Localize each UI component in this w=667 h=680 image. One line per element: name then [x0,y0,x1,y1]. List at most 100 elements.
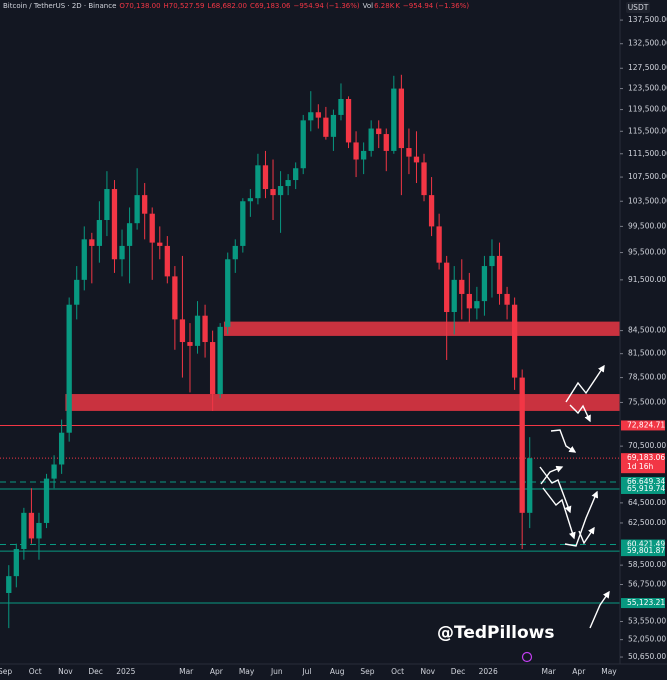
price-tag [621,539,665,550]
candle-body [247,198,254,202]
arrow [542,487,576,540]
candle-body [308,112,314,121]
zone [65,394,620,411]
candle-body [119,245,125,260]
y-tick-label: 84,500.00 [628,326,666,335]
price-tag-label: 69,183.06 [627,453,665,462]
candle-body [96,220,103,246]
price-tag-label: 60,421.49 [627,540,665,549]
price-tag [621,476,665,487]
candle-body [194,315,201,346]
currency-box[interactable] [626,2,650,13]
x-tick-label: Apr [210,667,224,676]
y-tick-label: 111,500.00 [628,149,667,158]
candle-body [51,464,57,479]
candle-body [134,195,140,224]
y-tick-label: 58,500.00 [628,560,666,569]
candle-body [172,276,178,320]
arrow [578,526,595,545]
candle-body [126,223,133,246]
candle-body [330,114,337,137]
arrow [565,364,605,403]
arrow [589,590,610,629]
arrow [540,465,564,485]
candle-body [285,180,291,187]
candle-body [391,88,397,151]
price-tag-label: 55,123.21 [627,598,665,607]
x-tick-label: Jul [301,667,311,676]
candle-body [315,112,321,118]
x-tick-label: Nov [420,667,435,676]
x-tick-label: May [601,667,617,676]
y-tick-label: 127,500.00 [628,63,667,72]
x-tick-label: Jun [270,667,283,676]
candle-body [496,255,503,294]
candle-body [360,150,367,160]
event-icon[interactable] [521,651,533,663]
y-tick-label: 62,500.00 [628,518,666,527]
candle-body [398,88,405,149]
y-tick-label: 103,500.00 [628,196,667,205]
header-item: Vol [363,2,374,10]
candle-body [345,98,352,143]
candle-body [66,304,72,433]
arrow [569,404,591,423]
header-item: C69,183.06 [250,2,291,10]
candle-body [6,576,12,593]
header-item: O70,138.00 [119,2,160,10]
candle-body [436,226,442,263]
arrow [550,429,577,453]
candle-body [474,301,480,309]
header-item: H70,527.59 [164,2,205,10]
price-tag [621,546,665,557]
arrow [539,466,572,514]
y-tick-label: 52,050.00 [628,635,666,644]
candle-body [444,262,450,313]
y-tick-label: 115,500.00 [628,126,667,135]
y-tick-label: 53,550.00 [628,617,666,626]
plot-area [0,74,620,629]
x-tick-label: 2025 [116,667,135,676]
currency-label: USDT [628,3,649,12]
candle-body [421,162,427,196]
y-tick-label: 107,500.00 [628,172,667,181]
x-tick-label: Dec [88,667,103,676]
candle-body [270,189,276,196]
candle-body [81,239,87,280]
header-item: −954.94 (−1.36%) [403,2,469,10]
candle-body [466,293,472,309]
candle-body [383,134,389,151]
candle-body [58,432,65,465]
candle-body [527,458,533,513]
price-tag [621,598,665,609]
y-tick-label: 64,500.00 [628,498,666,507]
candle-body [451,279,457,313]
x-tick-label: Nov [58,667,73,676]
candle-body [300,120,306,169]
price-tag [621,453,665,474]
header-item: K [395,2,400,10]
candle-body [111,189,118,260]
candle-body [202,315,208,343]
y-tick-label: 75,500.00 [628,397,666,406]
candle-body [28,512,35,539]
y-tick-label: 56,750.00 [628,580,666,589]
x-tick-label: 2026 [479,667,498,676]
x-tick-label: May [239,667,255,676]
y-tick-label: 132,500.00 [628,39,667,48]
countdown-label: 1d 16h [627,462,653,471]
y-tick-label: 78,500.00 [628,373,666,382]
header-item: Bitcoin / TetherUS · 2D · Binance [3,2,116,10]
header-item: 6.28K [374,2,395,10]
candle-body [511,304,518,378]
y-tick-label: 81,500.00 [628,349,666,358]
candle-body [481,266,488,302]
header: Bitcoin / TetherUS · 2D · Binance O70,138… [3,2,469,10]
x-tick-label: Oct [29,667,42,676]
candle-body [36,522,42,539]
x-tick-label: Mar [542,667,557,676]
candle-body [104,189,110,221]
candle-body [149,213,155,243]
